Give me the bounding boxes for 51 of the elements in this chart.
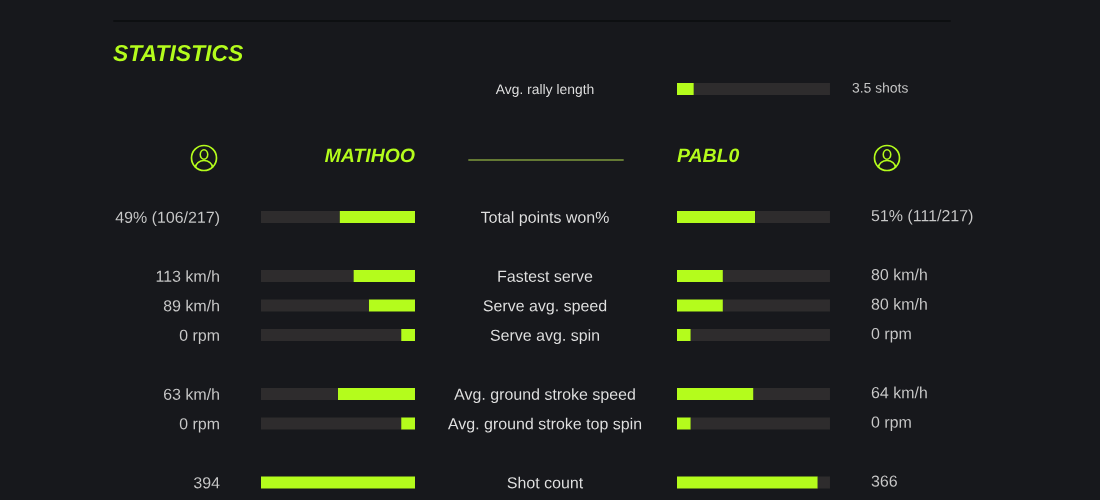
y-tick-label: Serve avg. spin <box>490 329 600 345</box>
text: 0 rpm <box>871 416 911 431</box>
y-tick-label: Avg. ground stroke speed <box>454 388 635 404</box>
bar <box>353 270 415 282</box>
bar <box>261 476 415 489</box>
y-tick-label: 394 <box>193 477 220 489</box>
chart-title: STATISTICS <box>113 44 244 62</box>
text: 80 km/h <box>871 268 927 281</box>
y-tick-label: 89 km/h <box>163 299 219 312</box>
y-tick-label: Avg. ground stroke top spin <box>447 417 642 433</box>
y-tick-label: Shot count <box>507 476 584 489</box>
bar <box>690 417 830 430</box>
bar <box>677 329 691 341</box>
bar <box>722 270 830 282</box>
text: 3.5 shots <box>852 82 908 93</box>
bar <box>368 299 415 312</box>
bar <box>677 299 723 312</box>
text: PABL0 <box>677 148 740 163</box>
bar <box>261 270 354 282</box>
bar <box>339 211 415 223</box>
bar <box>401 329 415 341</box>
y-tick-label: Serve avg. speed <box>483 299 607 315</box>
bar <box>677 388 754 400</box>
y-tick-label: Avg. rally length <box>495 83 594 97</box>
bar <box>755 211 830 223</box>
text: MATIHOO <box>324 148 415 163</box>
y-tick-label: Fastest serve <box>498 270 593 282</box>
bar <box>677 270 723 282</box>
text: 51% (111/217) <box>871 209 973 225</box>
bar <box>753 388 830 400</box>
bar <box>261 329 402 341</box>
y-tick-label: 0 rpm <box>179 329 219 345</box>
text: 0 rpm <box>871 327 911 343</box>
bar <box>261 388 338 400</box>
text: 366 <box>871 475 897 487</box>
bar <box>261 211 340 223</box>
text: 80 km/h <box>871 298 927 310</box>
y-tick-label: 63 km/h <box>164 388 219 400</box>
bar <box>338 388 415 400</box>
bar <box>722 299 830 312</box>
text: 64 km/h <box>871 386 927 399</box>
bar <box>677 476 818 489</box>
bar <box>677 417 691 430</box>
y-tick-label: Total points won% <box>481 211 609 227</box>
bar <box>690 329 830 341</box>
bar <box>677 211 756 223</box>
y-tick-label: 0 rpm <box>179 418 219 433</box>
bar <box>261 299 369 312</box>
y-tick-label: 113 km/h <box>156 270 219 282</box>
y-tick-label: 49% (106/217) <box>115 211 220 227</box>
bar <box>261 417 402 430</box>
